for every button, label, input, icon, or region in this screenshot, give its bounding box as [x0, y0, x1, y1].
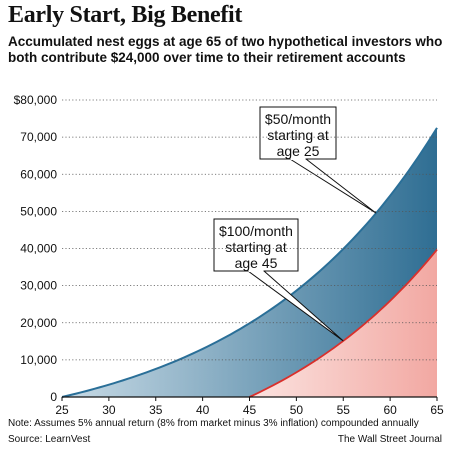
callout-series-2-joint: [248, 270, 264, 272]
x-tick-label: 25: [55, 403, 69, 417]
y-tick-label: 60,000: [20, 167, 57, 181]
callout-series-1-box: [259, 106, 337, 160]
callout-series-2-label: $100/month: [219, 223, 293, 239]
y-tick-label: 40,000: [20, 242, 57, 256]
y-tick-label: $80,000: [14, 93, 58, 107]
chart-subtitle: Accumulated nest eggs at age 65 of two h…: [8, 34, 443, 65]
y-tick-label: 70,000: [20, 130, 57, 144]
x-tick-label: 45: [243, 403, 257, 417]
callout-series-2-pointer: [247, 270, 344, 342]
x-tick-label: 40: [196, 403, 210, 417]
axes: $80,000 70,000 60,000 50,000 40,000 30,000 20,…: [14, 93, 444, 417]
series-2-area: [249, 249, 437, 397]
chart-note: Note: Assumes 5% annual return (8% from …: [8, 418, 419, 429]
x-tick-label: 65: [430, 403, 444, 417]
callout-series-1-pointer: [289, 158, 377, 214]
callout-series-1-label: starting at: [267, 127, 329, 143]
publisher-credit: The Wall Street Journal: [337, 434, 442, 445]
series-areas: [62, 127, 437, 397]
x-tick-label: 60: [383, 403, 397, 417]
callout-series-2-label: age 45: [235, 255, 278, 271]
y-tick-label: 50,000: [20, 204, 57, 218]
callout-series-1-joint: [290, 158, 306, 160]
series-1-line: [61, 127, 438, 398]
callout-series-2-label: starting at: [225, 239, 287, 255]
callout-series-1-label: age 25: [277, 143, 320, 159]
x-tick-label: 55: [337, 403, 351, 417]
y-tick-label: 20,000: [20, 316, 57, 330]
x-tick-label: 50: [290, 403, 304, 417]
callout-series-1-label: $50/month: [265, 111, 331, 127]
y-tick-label: 30,000: [20, 279, 57, 293]
gridlines: [62, 99, 437, 361]
chart-title: Early Start, Big Benefit: [8, 2, 243, 28]
callout-series-2-box: [213, 218, 299, 272]
x-tick-label: 30: [102, 403, 116, 417]
series-1-area: [62, 127, 437, 397]
y-tick-label: 0: [50, 390, 57, 404]
x-tick-label: 35: [149, 403, 163, 417]
y-tick-label: 10,000: [20, 353, 57, 367]
chart-source: Source: LearnVest: [8, 434, 91, 445]
